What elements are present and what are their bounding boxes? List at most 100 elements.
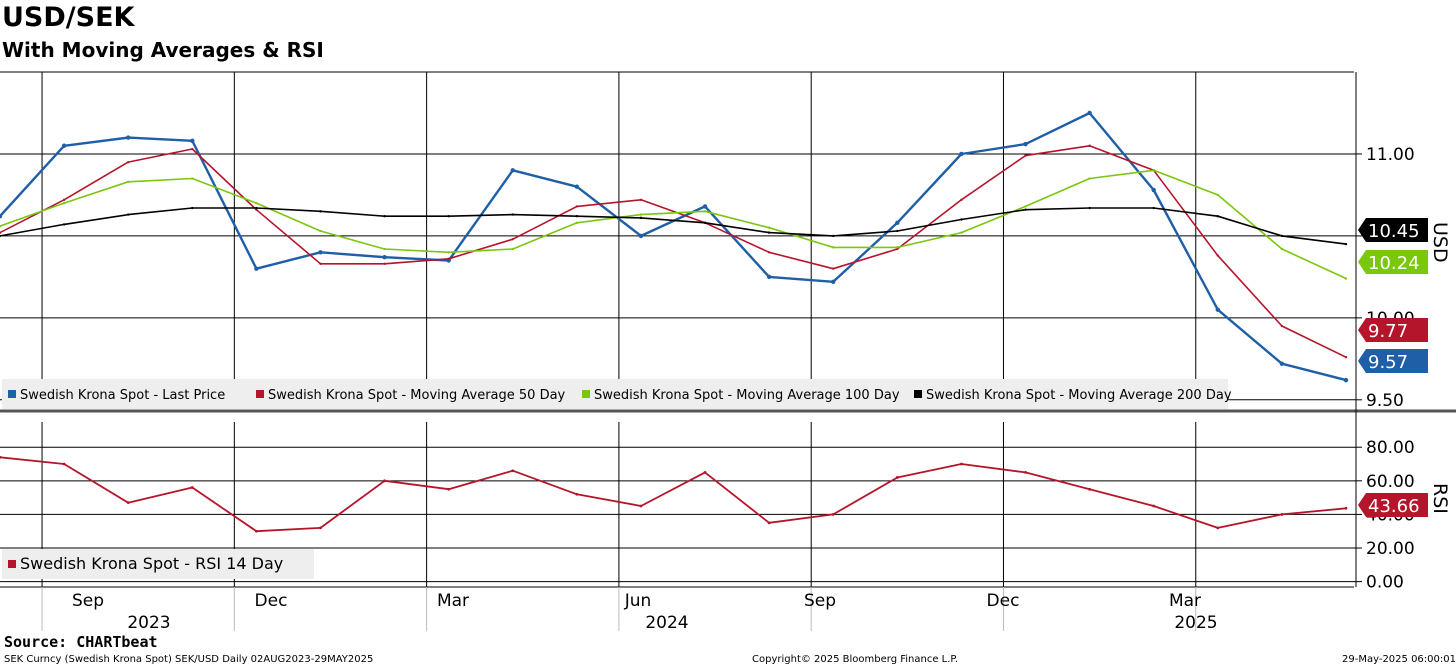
- legend-price-bg: [2, 379, 1228, 409]
- data-point-rsi: [319, 526, 322, 530]
- data-point-rsi: [1344, 506, 1348, 510]
- x-tick-label-month: Sep: [72, 591, 104, 611]
- data-point-ma100: [255, 201, 258, 205]
- data-point-last-price: [382, 255, 387, 260]
- data-point-ma200: [575, 215, 579, 218]
- footer-ticker: SEK Curncy (Swedish Krona Spot) SEK/USD …: [4, 654, 374, 665]
- data-point-ma50: [319, 262, 322, 265]
- series-line-rsi: [0, 456, 1347, 533]
- data-point-last-price: [831, 279, 836, 284]
- data-point-ma200: [703, 221, 707, 224]
- data-point-rsi: [703, 471, 707, 474]
- last-value-flag-text: 10.24: [1368, 253, 1420, 274]
- data-point-ma100: [62, 201, 66, 205]
- data-point-ma200: [1344, 242, 1348, 246]
- data-point-ma100: [1216, 193, 1220, 197]
- data-point-ma50: [447, 257, 450, 261]
- x-tick-label-year: 2025: [1174, 613, 1217, 633]
- data-point-ma50: [1280, 324, 1284, 328]
- data-point-ma100: [1088, 177, 1091, 180]
- last-value-flag-rsi-bg: [1358, 493, 1428, 517]
- data-point-rsi: [1280, 513, 1284, 516]
- data-point-ma50: [767, 251, 771, 254]
- data-point-ma200: [1088, 206, 1091, 210]
- y-axis-title-rsi: RSI: [1429, 483, 1451, 514]
- last-value-flag-rsi: 43.66: [1358, 493, 1428, 517]
- series-line-ma50: [0, 145, 1347, 358]
- legend-rsi-bg: [2, 549, 314, 579]
- data-point-rsi: [767, 521, 771, 525]
- data-point-last-price: [574, 184, 580, 189]
- data-point-last-price: [766, 274, 772, 280]
- last-value-flag-rsi-text: 43.66: [1368, 496, 1420, 517]
- data-point-rsi: [1216, 526, 1220, 530]
- data-point-rsi: [1152, 504, 1156, 508]
- data-point-ma100: [126, 180, 130, 184]
- data-point-rsi: [511, 469, 515, 473]
- data-point-last-price: [190, 138, 195, 144]
- data-point-last-price: [1087, 110, 1092, 116]
- data-point-ma100: [575, 221, 579, 224]
- data-point-last-price: [318, 250, 323, 255]
- last-value-flag-bg: [1358, 349, 1428, 373]
- data-point-last-price: [1343, 377, 1349, 383]
- legend-rsi: Swedish Krona Spot - RSI 14 Day: [2, 549, 314, 579]
- data-point-last-price: [125, 135, 131, 140]
- x-tick-label-month: Dec: [255, 591, 288, 611]
- data-point-ma50: [1088, 144, 1091, 147]
- data-point-ma100: [832, 246, 835, 249]
- last-value-flag: 10.24: [1358, 250, 1428, 274]
- legend-label: Swedish Krona Spot - Moving Average 100 …: [594, 388, 900, 403]
- data-point-ma50: [575, 205, 579, 208]
- data-point-last-price: [1279, 361, 1285, 366]
- legend-swatch: [8, 390, 16, 398]
- data-point-last-price: [1151, 187, 1156, 193]
- footer-timestamp: 29-May-2025 06:00:01: [1342, 654, 1456, 665]
- data-point-ma200: [960, 218, 963, 221]
- data-point-ma100: [0, 224, 2, 228]
- data-point-ma100: [639, 213, 643, 216]
- legend-swatch: [8, 560, 16, 568]
- data-point-ma200: [126, 213, 130, 216]
- data-point-last-price: [0, 214, 3, 219]
- data-point-ma100: [447, 251, 450, 254]
- data-point-ma100: [1280, 247, 1284, 251]
- data-point-ma200: [832, 234, 835, 238]
- data-point-ma200: [767, 231, 771, 234]
- series-line-ma100: [0, 169, 1347, 280]
- data-point-ma200: [191, 206, 194, 210]
- data-point-rsi: [1088, 487, 1092, 491]
- chart-subtitle: With Moving Averages & RSI: [2, 38, 324, 62]
- legend-label: Swedish Krona Spot - Moving Average 50 D…: [268, 388, 566, 403]
- data-point-ma100: [1152, 169, 1155, 172]
- data-point-ma100: [703, 210, 707, 213]
- data-point-rsi: [831, 513, 835, 516]
- data-point-last-price: [638, 233, 644, 239]
- data-point-ma200: [255, 206, 258, 210]
- data-point-last-price: [1023, 141, 1028, 147]
- data-point-ma200: [319, 210, 322, 213]
- last-value-flag: 9.57: [1358, 349, 1428, 373]
- legend-price: Swedish Krona Spot - Last Price Swedish K…: [2, 379, 1232, 409]
- ytick-label-rsi: 60.00: [1366, 472, 1415, 492]
- ytick-label-rsi: 0.00: [1366, 573, 1404, 593]
- data-point-rsi: [0, 455, 2, 459]
- data-point-last-price: [510, 168, 515, 173]
- data-point-ma200: [447, 215, 450, 218]
- last-value-flag-bg: [1358, 318, 1428, 342]
- footer-copyright: Copyright© 2025 Bloomberg Finance L.P.: [752, 654, 959, 665]
- data-point-ma200: [383, 215, 386, 218]
- data-point-ma200: [0, 234, 2, 238]
- data-point-last-price: [702, 204, 708, 209]
- x-tick-label-month: Sep: [804, 591, 836, 611]
- data-point-ma50: [383, 262, 386, 265]
- last-value-flag: 9.77: [1358, 318, 1428, 342]
- data-point-ma200: [511, 213, 514, 216]
- data-point-ma100: [511, 247, 514, 251]
- data-point-ma50: [1024, 154, 1027, 157]
- legend-swatch: [582, 390, 590, 398]
- data-point-last-price: [254, 266, 259, 271]
- data-point-last-price: [61, 143, 67, 148]
- data-point-ma100: [960, 231, 963, 234]
- data-point-ma50: [832, 267, 835, 270]
